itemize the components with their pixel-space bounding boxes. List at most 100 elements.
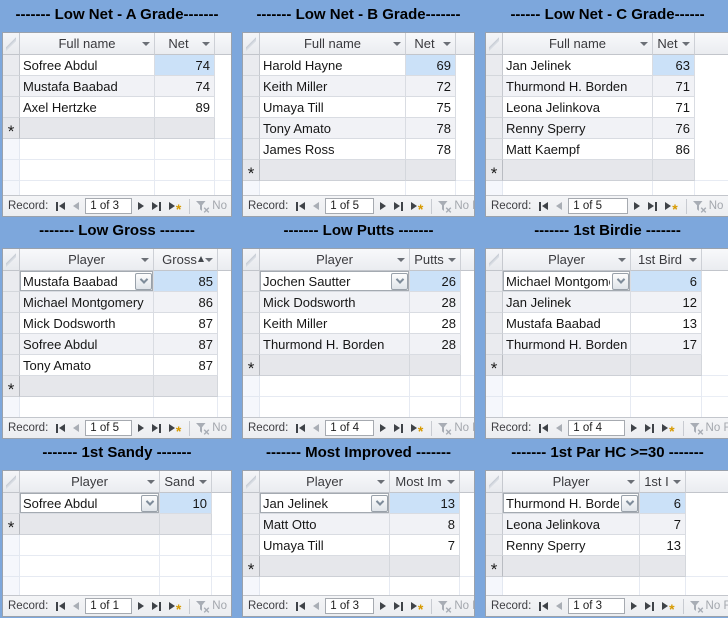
new-record-row[interactable] bbox=[486, 556, 728, 577]
empty-name-cell[interactable] bbox=[20, 118, 155, 139]
last-record-button[interactable] bbox=[148, 596, 165, 616]
no-filter-icon[interactable] bbox=[195, 200, 210, 213]
record-position-box[interactable]: 1 of 3 bbox=[568, 598, 626, 614]
player-name-cell[interactable]: Tony Amato bbox=[20, 355, 154, 376]
select-all-corner[interactable] bbox=[243, 471, 260, 493]
previous-record-button[interactable] bbox=[309, 196, 323, 216]
player-name-cell[interactable]: Mustafa Baabad bbox=[20, 271, 154, 292]
score-cell[interactable]: 12 bbox=[631, 292, 702, 313]
row-selector[interactable] bbox=[3, 313, 20, 334]
score-cell[interactable]: 13 bbox=[640, 535, 686, 556]
first-record-button[interactable] bbox=[52, 596, 69, 616]
last-record-button[interactable] bbox=[644, 196, 661, 216]
player-name-cell[interactable]: Jan Jelinek bbox=[503, 55, 653, 76]
record-position-box[interactable]: 1 of 4 bbox=[568, 420, 626, 436]
first-record-button[interactable] bbox=[535, 596, 552, 616]
column-header-name[interactable]: Player bbox=[260, 471, 390, 493]
score-cell[interactable]: 28 bbox=[410, 313, 461, 334]
first-record-button[interactable] bbox=[292, 596, 309, 616]
row-selector[interactable] bbox=[243, 514, 260, 535]
row-selector[interactable] bbox=[486, 271, 503, 292]
player-name-cell[interactable]: Sofree Abdul bbox=[20, 493, 160, 514]
chevron-down-icon[interactable] bbox=[202, 42, 210, 46]
empty-name-cell[interactable] bbox=[503, 355, 631, 376]
player-name-cell[interactable]: Axel Hertzke bbox=[20, 97, 155, 118]
column-header-name[interactable]: Player bbox=[503, 471, 640, 493]
score-cell[interactable]: 10 bbox=[160, 493, 212, 514]
select-all-corner[interactable] bbox=[243, 33, 260, 55]
chevron-down-icon[interactable] bbox=[673, 480, 681, 484]
score-cell[interactable]: 72 bbox=[406, 76, 456, 97]
score-cell[interactable]: 76 bbox=[653, 118, 695, 139]
row-selector[interactable] bbox=[3, 493, 20, 514]
score-cell[interactable]: 28 bbox=[410, 292, 461, 313]
score-cell[interactable]: 87 bbox=[154, 334, 218, 355]
empty-score-cell[interactable] bbox=[154, 376, 218, 397]
empty-score-cell[interactable] bbox=[406, 160, 456, 181]
score-cell[interactable]: 6 bbox=[640, 493, 686, 514]
chevron-down-icon[interactable] bbox=[443, 42, 451, 46]
empty-name-cell[interactable] bbox=[503, 556, 640, 577]
column-header-value[interactable]: Putts bbox=[410, 249, 461, 271]
record-position-box[interactable]: 1 of 5 bbox=[85, 420, 132, 436]
new-record-button[interactable] bbox=[658, 418, 678, 438]
player-name-cell[interactable]: Mick Dodsworth bbox=[260, 292, 410, 313]
row-selector[interactable] bbox=[486, 76, 503, 97]
new-record-button[interactable] bbox=[661, 196, 681, 216]
chevron-down-icon[interactable] bbox=[199, 480, 207, 484]
new-record-row[interactable] bbox=[486, 160, 728, 181]
new-record-row[interactable] bbox=[243, 556, 474, 577]
column-header-value[interactable]: 1st I bbox=[640, 471, 686, 493]
player-name-cell[interactable]: Michael Montgomery bbox=[20, 292, 154, 313]
row-selector[interactable] bbox=[3, 55, 20, 76]
new-record-button[interactable] bbox=[407, 196, 427, 216]
score-cell[interactable]: 89 bbox=[155, 97, 215, 118]
new-record-button[interactable] bbox=[658, 596, 678, 616]
empty-score-cell[interactable] bbox=[631, 355, 702, 376]
first-record-button[interactable] bbox=[535, 418, 552, 438]
next-record-button[interactable] bbox=[134, 596, 148, 616]
score-cell[interactable]: 71 bbox=[653, 97, 695, 118]
score-cell[interactable]: 86 bbox=[653, 139, 695, 160]
chevron-down-icon[interactable] bbox=[141, 258, 149, 262]
score-cell[interactable]: 87 bbox=[154, 313, 218, 334]
previous-record-button[interactable] bbox=[552, 596, 566, 616]
new-record-button[interactable] bbox=[407, 596, 427, 616]
row-selector[interactable] bbox=[486, 292, 503, 313]
player-name-cell[interactable]: Leona Jelinkova bbox=[503, 97, 653, 118]
score-cell[interactable]: 28 bbox=[410, 334, 461, 355]
row-selector[interactable] bbox=[243, 55, 260, 76]
new-record-row[interactable] bbox=[3, 376, 231, 397]
no-filter-icon[interactable] bbox=[692, 200, 707, 213]
row-selector[interactable] bbox=[486, 55, 503, 76]
player-name-cell[interactable]: Thurmond H. Borden bbox=[260, 334, 410, 355]
previous-record-button[interactable] bbox=[552, 418, 566, 438]
row-selector[interactable] bbox=[243, 118, 260, 139]
player-name-cell[interactable]: Keith Miller bbox=[260, 76, 406, 97]
empty-name-cell[interactable] bbox=[503, 160, 653, 181]
column-header-value[interactable]: Sand bbox=[160, 471, 212, 493]
row-selector[interactable] bbox=[486, 493, 503, 514]
new-record-button[interactable] bbox=[165, 196, 185, 216]
row-selector[interactable] bbox=[3, 292, 20, 313]
chevron-down-icon[interactable] bbox=[689, 258, 697, 262]
score-cell[interactable]: 63 bbox=[653, 55, 695, 76]
score-cell[interactable]: 13 bbox=[631, 313, 702, 334]
no-filter-icon[interactable] bbox=[437, 600, 452, 613]
next-record-button[interactable] bbox=[630, 196, 644, 216]
previous-record-button[interactable] bbox=[309, 418, 323, 438]
no-filter-icon[interactable] bbox=[689, 600, 704, 613]
player-name-cell[interactable]: Harold Hayne bbox=[260, 55, 406, 76]
score-cell[interactable]: 8 bbox=[390, 514, 460, 535]
score-cell[interactable]: 13 bbox=[390, 493, 460, 514]
column-header-value[interactable]: Net bbox=[406, 33, 456, 55]
no-filter-icon[interactable] bbox=[437, 200, 452, 213]
empty-score-cell[interactable] bbox=[640, 556, 686, 577]
score-cell[interactable]: 7 bbox=[390, 535, 460, 556]
new-record-row[interactable] bbox=[486, 355, 728, 376]
last-record-button[interactable] bbox=[641, 596, 658, 616]
score-cell[interactable]: 17 bbox=[631, 334, 702, 355]
column-header-value[interactable]: Gross bbox=[154, 249, 218, 271]
new-record-button[interactable] bbox=[407, 418, 427, 438]
last-record-button[interactable] bbox=[390, 418, 407, 438]
